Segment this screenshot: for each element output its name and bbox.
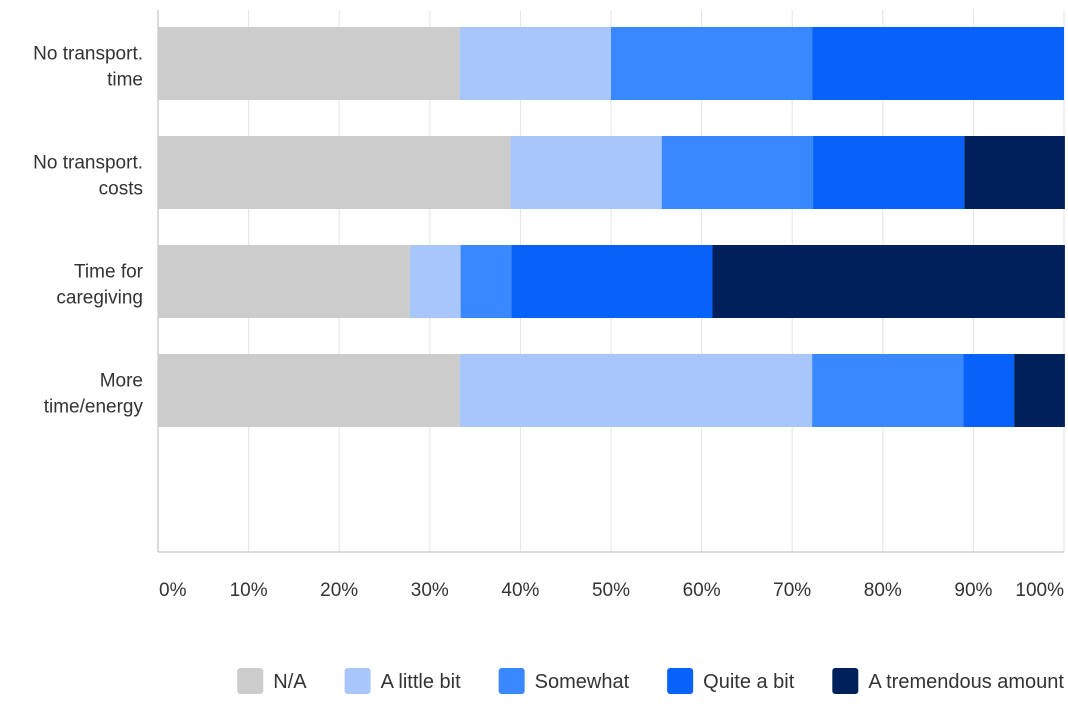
x-tick-label: 40% (501, 580, 539, 601)
legend-label: Somewhat (535, 671, 630, 693)
x-tick-labels: 0% 10% 20% 30% 40% 50% 60% 70% 80% 90% 100% (159, 580, 1064, 601)
x-tick-label: 60% (683, 580, 721, 601)
category-label: No transport. costs (33, 153, 143, 200)
legend-item: A little bit (344, 668, 461, 694)
x-tick-label: 0% (159, 580, 187, 601)
legend-item: Quite a bit (667, 668, 795, 694)
x-tick-label: 10% (230, 580, 268, 601)
x-tick-label: 100% (1015, 580, 1064, 601)
legend: N/A A little bit Somewhat Quite a bit A trem… (237, 668, 1064, 694)
bar-segment (409, 245, 461, 318)
category-label: No transport. time (33, 44, 143, 91)
legend-swatch (832, 668, 859, 694)
bar-segment (813, 136, 965, 209)
bar-segment (510, 136, 662, 209)
legend-swatch (667, 668, 694, 694)
category-label: More time/energy (44, 371, 144, 418)
x-tick-label: 30% (411, 580, 449, 601)
bar-segment (712, 245, 1065, 318)
bar-segment (1014, 354, 1065, 427)
legend-label: Quite a bit (703, 671, 795, 693)
legend-label: A tremendous amount (868, 671, 1064, 693)
legend-swatch (498, 668, 525, 694)
bar-segment (812, 27, 1064, 100)
bar-segment (964, 136, 1065, 209)
bar-segment (812, 354, 964, 427)
bar-segment (459, 27, 611, 100)
bar-segment (963, 354, 1015, 427)
legend-swatch (237, 668, 264, 694)
legend-label: N/A (273, 671, 307, 693)
bar-segment (158, 245, 410, 318)
legend-item: N/A (237, 668, 307, 694)
bar-segment (661, 136, 814, 209)
x-tick-label: 20% (320, 580, 358, 601)
x-tick-label: 80% (864, 580, 902, 601)
legend-swatch (344, 668, 371, 694)
legend-item: Somewhat (498, 668, 630, 694)
bar-segment (158, 136, 511, 209)
category-labels: No transport. time No transport. costs Time … (33, 44, 144, 418)
bar-segment (459, 354, 813, 427)
x-tick-label: 90% (954, 580, 992, 601)
legend-label: A little bit (381, 671, 461, 693)
category-label: Time for caregiving (56, 262, 143, 309)
bar-segment (158, 354, 460, 427)
x-tick-label: 50% (592, 580, 630, 601)
bar-segment (511, 245, 713, 318)
bar-segment (611, 27, 813, 100)
x-tick-label: 70% (773, 580, 811, 601)
legend-item: A tremendous amount (832, 668, 1064, 694)
bar-segment (460, 245, 512, 318)
bars (158, 27, 1065, 427)
axes (157, 10, 1064, 553)
bar-segment (158, 27, 460, 100)
